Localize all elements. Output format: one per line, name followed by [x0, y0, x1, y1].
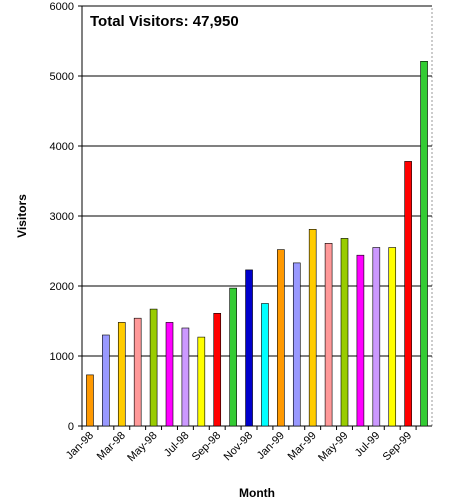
bar [277, 249, 285, 427]
x-tick-label: Jan-99 [255, 430, 287, 462]
bar [197, 336, 206, 427]
y-tick-label: 1000 [50, 351, 74, 363]
x-tick-label: Jan-98 [64, 430, 96, 462]
x-tick-label: May-99 [316, 430, 350, 464]
bar [388, 247, 397, 427]
x-tick-label: Nov-98 [222, 430, 256, 464]
bar [372, 247, 381, 427]
bar [133, 317, 142, 427]
bar [308, 229, 317, 427]
bar [404, 161, 412, 427]
bar [420, 60, 428, 427]
y-tick-label: 2000 [50, 281, 74, 293]
bar [213, 312, 222, 427]
y-tick-label: 6000 [50, 1, 74, 13]
bar [102, 334, 110, 427]
y-tick-label: 0 [68, 421, 74, 433]
bar [149, 308, 158, 427]
bar [356, 254, 365, 427]
bar [340, 238, 349, 427]
x-tick-label: Sep-99 [381, 430, 415, 464]
chart-title: Total Visitors: 47,950 [90, 13, 239, 30]
bar [229, 287, 237, 427]
bar [165, 322, 174, 427]
bar [117, 322, 126, 427]
bar [245, 269, 253, 427]
y-tick-label: 4000 [50, 141, 74, 153]
x-tick-label: May-98 [125, 430, 159, 464]
y-axis-label: Visitors [15, 194, 29, 238]
x-axis-label: Month [239, 486, 275, 500]
bar [292, 262, 301, 427]
y-tick-label: 3000 [50, 211, 74, 223]
x-tick-label: Mar-98 [95, 430, 128, 463]
y-tick-label: 5000 [50, 71, 74, 83]
bar [86, 374, 94, 427]
x-tick-label: Mar-99 [286, 430, 319, 463]
bar [181, 327, 190, 427]
bar [261, 303, 269, 427]
x-tick-label: Jul-98 [162, 430, 192, 460]
bar [324, 243, 333, 427]
x-tick-label: Sep-98 [190, 430, 224, 464]
x-tick-label: Jul-99 [353, 430, 383, 460]
